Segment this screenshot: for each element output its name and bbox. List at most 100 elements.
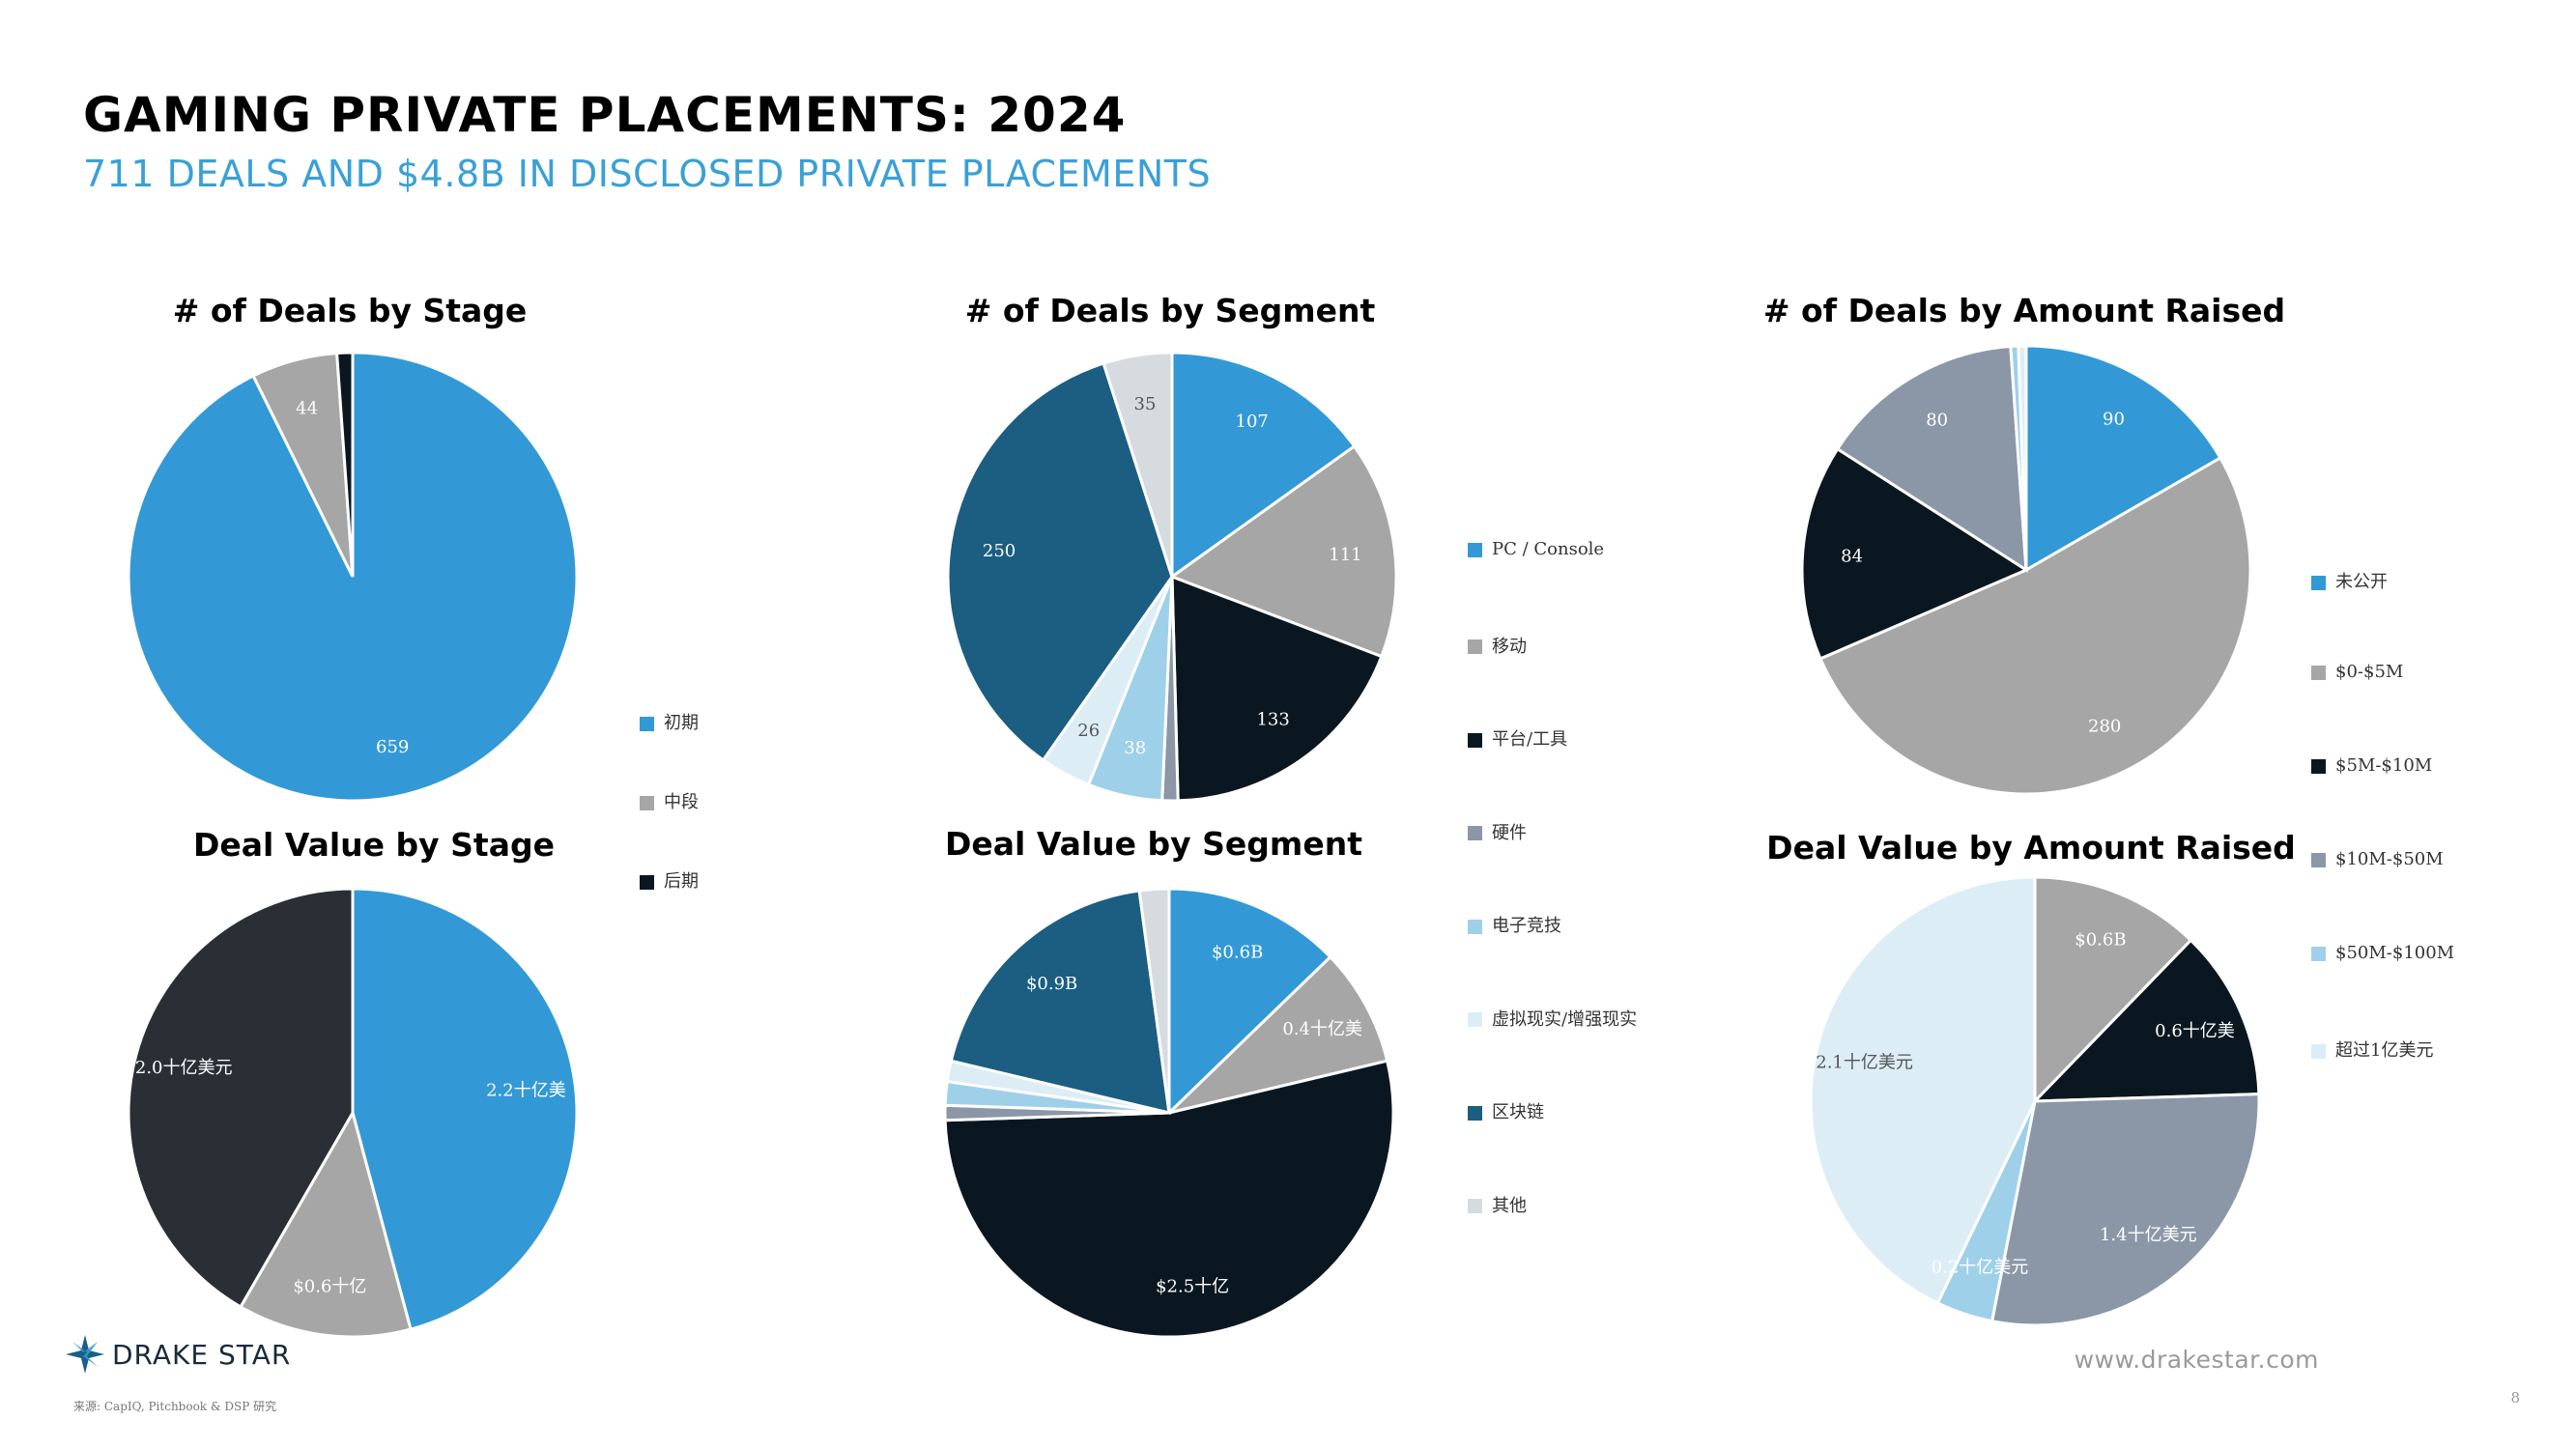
legend-item: $0-$5M xyxy=(2311,662,2403,682)
logo-text: DRAKE STAR xyxy=(112,1338,292,1371)
chart-title-deals-by-segment: # of Deals by Segment xyxy=(964,292,1376,329)
pie-data-label: $0.6十亿 xyxy=(293,1276,366,1296)
pie-data-label: $0.6B xyxy=(1212,942,1263,962)
legend-item: $50M-$100M xyxy=(2311,943,2454,963)
pie-data-label: 84 xyxy=(1841,546,1863,566)
pie-data-label: $0.6B xyxy=(2075,929,2126,950)
pie-data-label: $0.9B xyxy=(1026,974,1077,994)
legend-swatch xyxy=(2311,758,2326,774)
legend-label: 超过1亿美元 xyxy=(2335,1040,2434,1061)
legend-swatch xyxy=(2311,852,2326,867)
legend-item: 后期 xyxy=(640,867,699,893)
pie-slice xyxy=(335,351,355,578)
legend-item: 硬件 xyxy=(1468,819,1527,844)
legend-swatch xyxy=(640,874,654,890)
legend-swatch xyxy=(640,795,654,810)
legend-swatch xyxy=(640,716,654,731)
pie-slice xyxy=(1809,875,2037,1306)
legend-swatch xyxy=(1468,542,1482,557)
source-note: 来源: CapIQ, Pitchbook & DSP 研究 xyxy=(73,1400,277,1413)
drake-star-logo: DRAKE STAR xyxy=(64,1333,291,1376)
pie-data-label: 133 xyxy=(1256,710,1289,730)
legend-swatch xyxy=(1468,1105,1482,1121)
legend-item: $5M-$10M xyxy=(2311,755,2432,776)
pie-slice xyxy=(351,887,579,1331)
legend-label: 移动 xyxy=(1492,636,1527,657)
chart-title-deals-by-amount: # of Deals by Amount Raised xyxy=(1762,292,2286,329)
legend-swatch xyxy=(2311,946,2326,961)
pie-slice xyxy=(1137,887,1171,1114)
chart-title-value-by-amount: Deal Value by Amount Raised xyxy=(1766,829,2296,866)
legend-swatch xyxy=(1468,639,1482,654)
pie-slice xyxy=(1168,443,1398,659)
pie-slice xyxy=(238,1109,413,1339)
pie-data-label: 107 xyxy=(1236,412,1269,432)
pie-slice xyxy=(2031,938,2261,1103)
legend-item: 其他 xyxy=(1468,1192,1527,1217)
chart-title-value-by-segment: Deal Value by Segment xyxy=(945,825,1362,863)
pie-data-label: 0.2十亿美元 xyxy=(1932,1258,2029,1278)
legend-label: $5M-$10M xyxy=(2335,755,2433,776)
legend-item: 电子竞技 xyxy=(1468,912,1561,937)
legend-swatch xyxy=(1468,1012,1482,1027)
page-number: 8 xyxy=(2510,1389,2520,1406)
chart-title-deals-by-stage: # of Deals by Stage xyxy=(172,292,528,329)
legend-label: 硬件 xyxy=(1492,822,1527,843)
legend-label: 初期 xyxy=(664,713,699,733)
legend-label: $10M-$50M xyxy=(2335,849,2444,869)
pie-slice xyxy=(1800,446,2030,661)
legend-label: 电子竞技 xyxy=(1492,916,1561,936)
legend-item: 移动 xyxy=(1468,633,1527,658)
legend-label: 虚拟现实/增强现实 xyxy=(1492,1008,1638,1030)
legend-label: 中段 xyxy=(664,792,699,812)
pie-data-label: 26 xyxy=(1077,721,1100,741)
legend-item: 平台/工具 xyxy=(1468,725,1567,751)
legend-swatch xyxy=(1468,919,1482,934)
pie-slice xyxy=(1818,455,2252,796)
pie-slice xyxy=(943,1059,1395,1339)
pie-chart: 2.2十亿美 $0.6十亿 2.0十亿美元 xyxy=(127,887,579,1339)
legend-item: 初期 xyxy=(640,709,699,734)
pie-data-label: 44 xyxy=(296,398,318,418)
legend-swatch xyxy=(2311,1043,2326,1059)
pie-data-label: 250 xyxy=(983,541,1016,561)
legend-swatch xyxy=(1468,1199,1482,1213)
legend-label: $0-$5M xyxy=(2335,662,2404,682)
pie-slice xyxy=(127,887,355,1309)
pie-slice xyxy=(2033,875,2193,1105)
legend-item: 中段 xyxy=(640,788,699,813)
legend-label: 平台/工具 xyxy=(1492,729,1568,750)
pie-chart: $0.6B 0.6十亿美 1.4十亿美元 0.2十亿美元 2.1十亿美元 xyxy=(1809,875,2261,1327)
legend-label: PC / Console xyxy=(1492,539,1605,559)
pie-data-label: 2.2十亿美 xyxy=(486,1080,566,1100)
legend-item: 超过1亿美元 xyxy=(2311,1036,2433,1062)
pie-data-label: 280 xyxy=(2088,717,2121,737)
page-title: GAMING PRIVATE PLACEMENTS: 2024 xyxy=(83,87,1127,143)
pie-chart: 90 280 84 80 xyxy=(1800,344,2252,796)
pie-slice xyxy=(2024,344,2222,573)
legend-swatch xyxy=(2311,575,2326,590)
pie-data-label: 1.4十亿美元 xyxy=(2100,1225,2197,1245)
pie-data-label: $2.5十亿 xyxy=(1156,1276,1229,1296)
legend-label: 后期 xyxy=(664,871,699,892)
legend-label: 区块链 xyxy=(1492,1102,1544,1122)
pie-data-label: 80 xyxy=(1926,410,1948,430)
pie-slice xyxy=(1164,954,1389,1116)
pie-chart: 659 44 xyxy=(127,351,579,803)
pie-slice xyxy=(949,889,1171,1115)
pie-data-label: 90 xyxy=(2103,409,2125,429)
pie-slice xyxy=(1167,887,1332,1117)
chart-title-value-by-stage: Deal Value by Stage xyxy=(193,826,555,864)
pie-slice xyxy=(1989,1093,2261,1327)
pie-slice xyxy=(946,361,1174,762)
pie-data-label: 0.4十亿美 xyxy=(1282,1019,1362,1039)
legend-item: 区块链 xyxy=(1468,1098,1544,1123)
star-logo-icon xyxy=(66,1335,104,1374)
pie-chart: 107 111 133 38 26 250 35 xyxy=(946,351,1398,803)
website-link[interactable]: www.drakestar.com xyxy=(2074,1346,2319,1374)
pie-data-label: 0.6十亿美 xyxy=(2155,1021,2235,1041)
legend-swatch xyxy=(1468,732,1482,748)
pie-slice xyxy=(1170,574,1384,803)
pie-slice xyxy=(1102,351,1174,578)
